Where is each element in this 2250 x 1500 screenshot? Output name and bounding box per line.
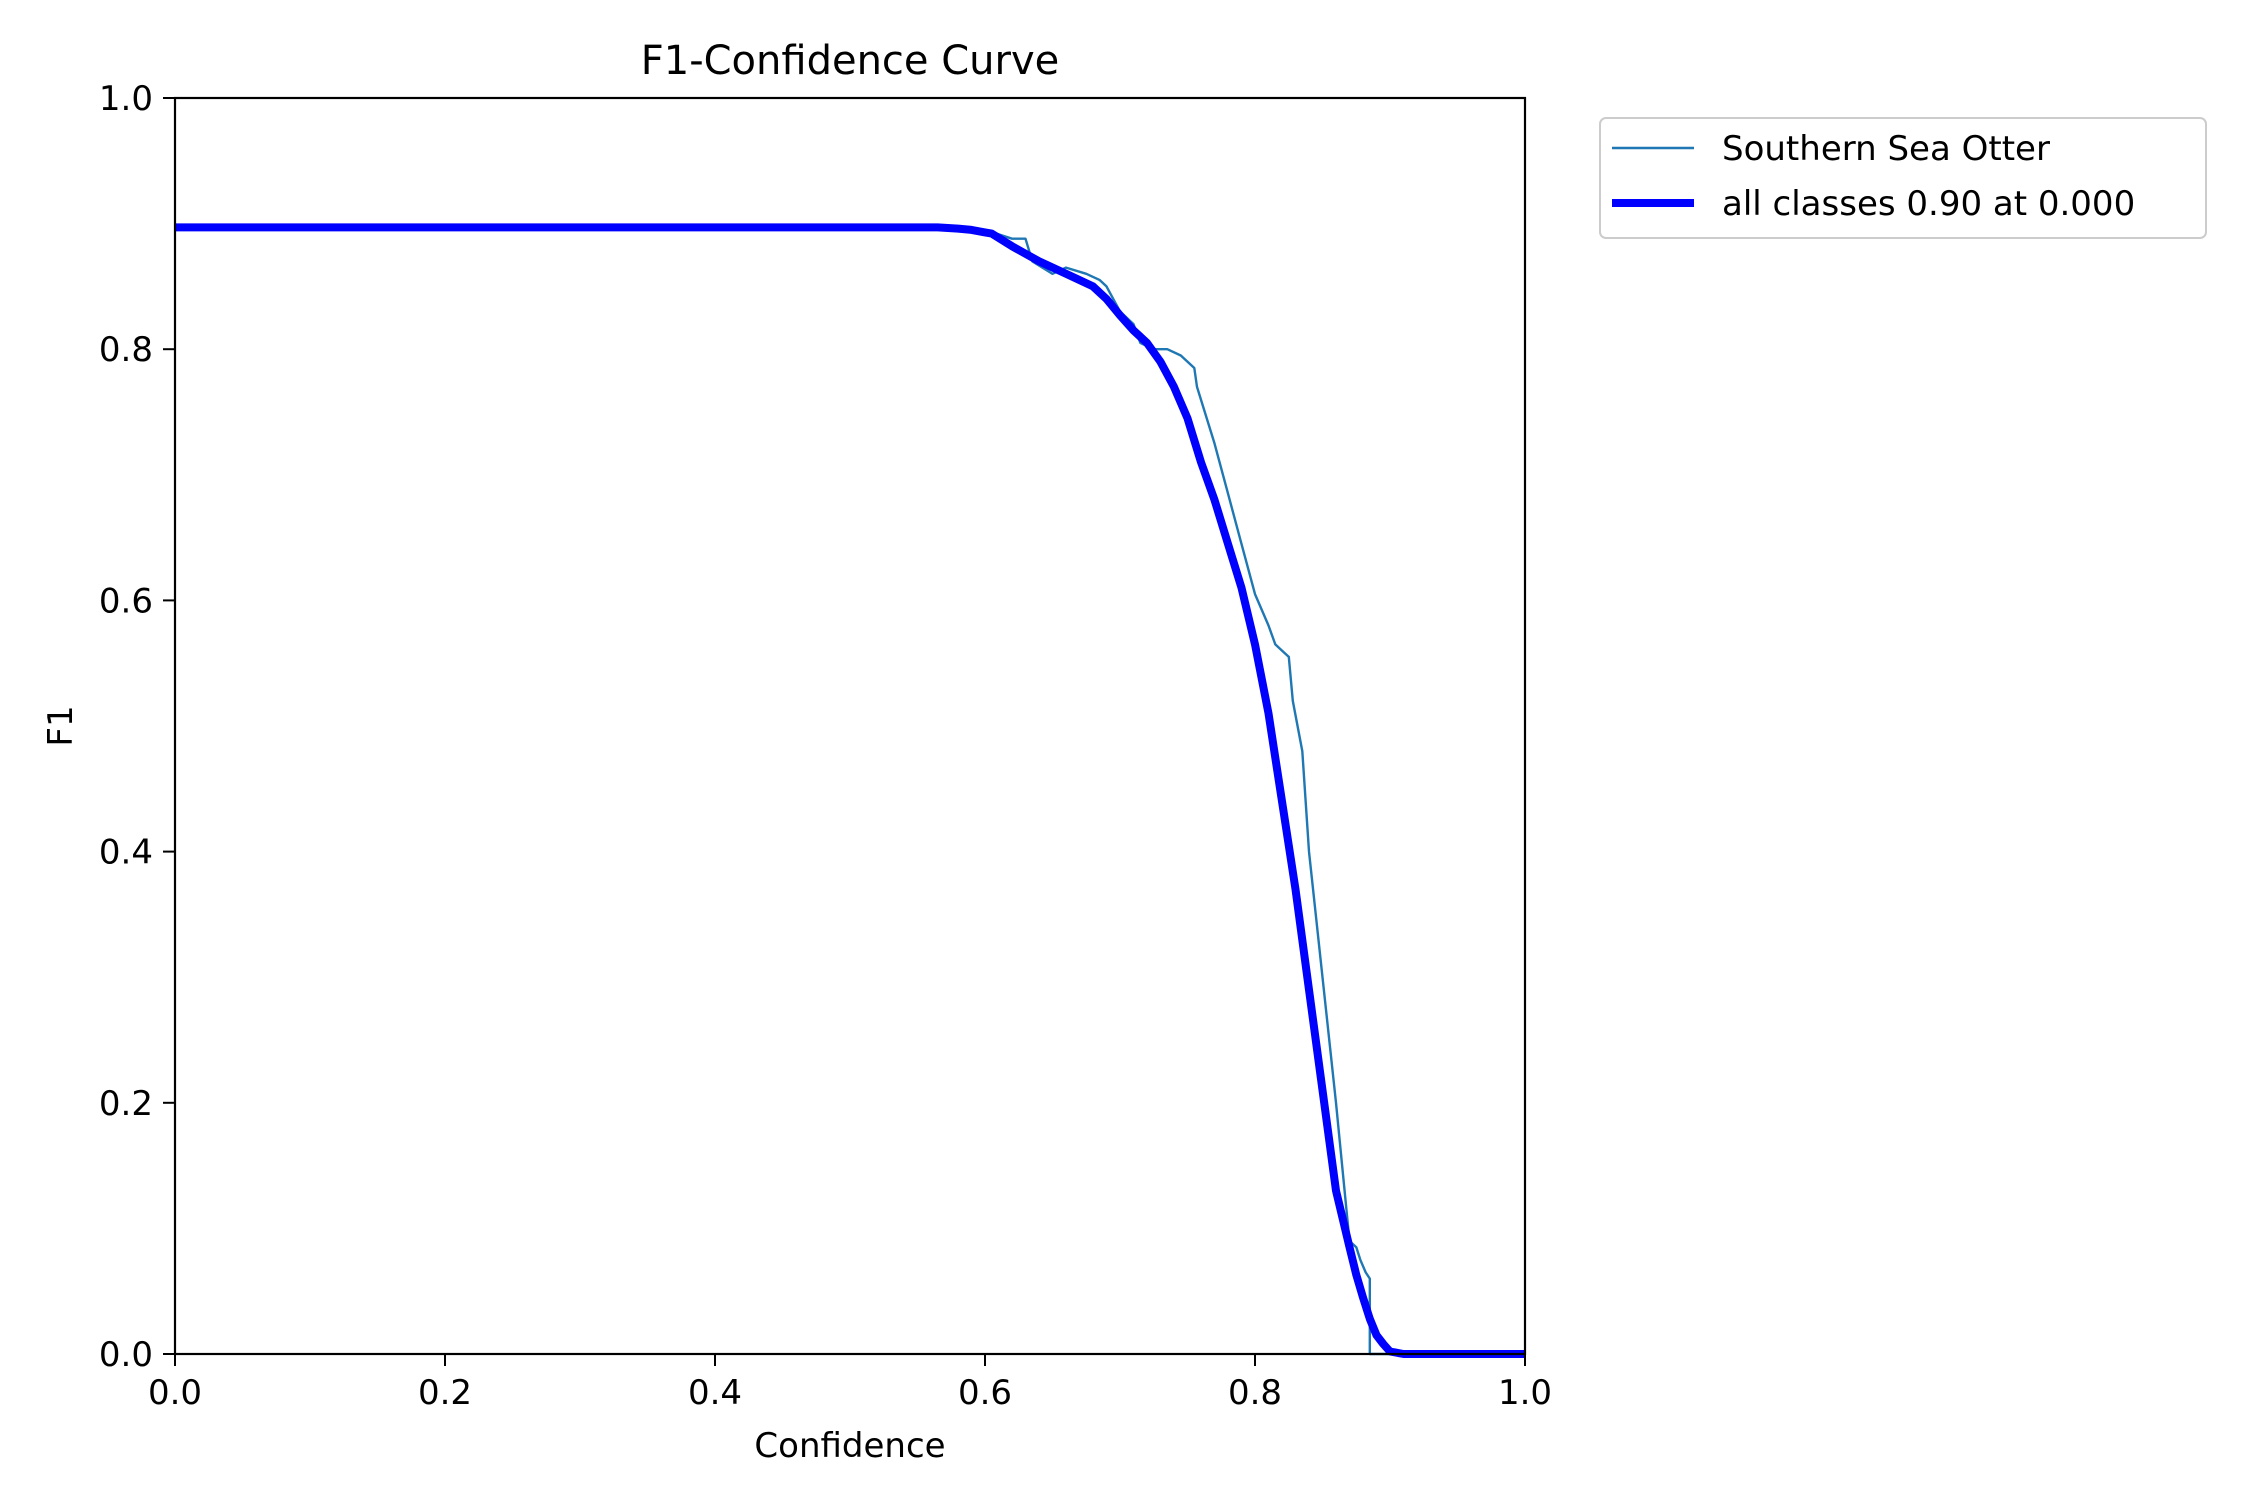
legend-box bbox=[1599, 117, 2207, 239]
legend-entries: Southern Sea Otter all classes 0.90 at 0.… bbox=[1612, 129, 2135, 224]
y-tick-label: 0.0 bbox=[99, 1335, 153, 1375]
x-axis: 0.0 0.2 0.4 0.6 0.8 1.0 bbox=[148, 1354, 1552, 1413]
series-group bbox=[175, 223, 1525, 1358]
chart-title: F1-Confidence Curve bbox=[641, 38, 1060, 84]
y-axis: 0.0 0.2 0.4 0.6 0.8 1.0 bbox=[99, 79, 175, 1375]
x-tick-label: 0.4 bbox=[688, 1373, 742, 1413]
y-tick-label: 0.8 bbox=[99, 330, 153, 370]
x-tick-label: 0.6 bbox=[958, 1373, 1012, 1413]
legend-label-0: Southern Sea Otter bbox=[1722, 129, 2050, 169]
plot-area bbox=[173, 96, 1527, 1358]
x-tick-label: 0.8 bbox=[1228, 1373, 1282, 1413]
plot-background bbox=[175, 98, 1525, 1354]
plot-frame bbox=[173, 96, 1527, 1356]
x-tick-label: 0.2 bbox=[418, 1373, 472, 1413]
x-tick-label: 0.0 bbox=[148, 1373, 202, 1413]
legend-label-1: all classes 0.90 at 0.000 bbox=[1722, 184, 2135, 224]
series-line-1 bbox=[175, 223, 1525, 1358]
legend: Southern Sea Otter all classes 0.90 at 0.… bbox=[1599, 117, 2207, 239]
x-axis-label: Confidence bbox=[754, 1426, 945, 1466]
y-tick-label: 0.6 bbox=[99, 581, 153, 621]
y-tick-label: 0.2 bbox=[99, 1084, 153, 1124]
y-axis-label: F1 bbox=[41, 705, 81, 746]
x-tick-label: 1.0 bbox=[1498, 1373, 1552, 1413]
y-tick-label: 1.0 bbox=[99, 79, 153, 119]
y-tick-label: 0.4 bbox=[99, 833, 153, 873]
